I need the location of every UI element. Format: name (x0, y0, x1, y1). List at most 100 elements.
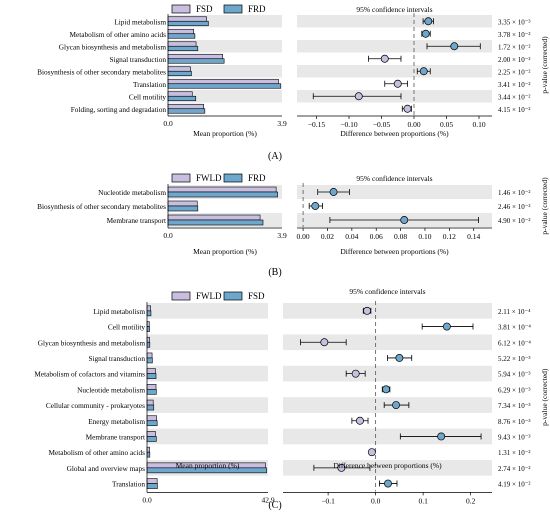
legend-label-frd: FRD (248, 173, 266, 183)
bar-frd (167, 191, 278, 198)
bar-fwld (146, 336, 150, 343)
ci-title: 95% confidence intervals (349, 287, 425, 296)
legend: FWLD FRD (171, 173, 266, 183)
diff-point (337, 463, 346, 472)
row-band-left (147, 428, 268, 445)
bar-fsd (167, 41, 197, 47)
diff-x-tick: −0.10 (340, 120, 358, 129)
category-label: Glycan biosynthesis and metabolism (38, 338, 146, 347)
category-label: Metabolism of other amino acids (49, 448, 146, 457)
bar-fwld (167, 214, 261, 221)
row-band-right (297, 40, 492, 53)
p-value: 3.41 × 10⁻² (498, 81, 531, 89)
row-band-right (283, 428, 492, 445)
legend: FWLD FSD (171, 291, 265, 301)
diff-point (380, 54, 389, 63)
bar-x-tick: 0.0 (163, 231, 173, 240)
diff-point (421, 29, 430, 38)
legend-swatch-fwld (171, 173, 191, 183)
category-label: Lipid metabolism (93, 307, 145, 316)
bar-frd (167, 33, 196, 39)
legend-label-fsd: FSD (196, 4, 213, 14)
bar-frd (167, 58, 225, 64)
bar-fsd (146, 373, 157, 379)
bar-fsd (146, 310, 152, 317)
legend: FSD FRD (171, 4, 266, 14)
bar-x-tick: 0.0 (142, 495, 152, 504)
row-band-left (147, 365, 268, 382)
bar-fsd (167, 103, 204, 110)
bar-frd (167, 45, 199, 52)
p-value: 3.81 × 10⁻⁴ (498, 324, 531, 332)
diff-point (437, 432, 446, 441)
row-band-left (147, 397, 268, 413)
diff-x-tick: 0.2 (466, 496, 476, 505)
bar-fwld (146, 368, 156, 374)
diff-point (424, 17, 433, 26)
category-label: Translation (133, 80, 166, 89)
p-value: 4.19 × 10⁻² (498, 481, 531, 489)
legend-label-fsd: FSD (248, 291, 265, 301)
bar-x-tick: 42.9 (261, 495, 274, 504)
diff-x-tick: 0.06 (370, 232, 383, 241)
diff-x-tick: 0.04 (345, 232, 358, 241)
bar-frd (167, 205, 199, 212)
bar-x-label: Mean proportion (%) (193, 129, 257, 138)
diff-point (363, 306, 372, 315)
p-value: 7.34 × 10⁻³ (498, 402, 531, 410)
diff-point (351, 369, 360, 378)
p-value: 3.44 × 10⁻² (498, 93, 531, 101)
p-value: 3.78 × 10⁻² (498, 31, 531, 39)
bar-fsd (146, 326, 150, 332)
row-band-right (297, 185, 492, 199)
p-value: 8.76 × 10⁻³ (498, 418, 531, 426)
bar-fsd (146, 420, 158, 427)
bar-fsd (146, 357, 153, 364)
bar-fsd (167, 78, 279, 85)
diff-point (419, 67, 428, 76)
category-label: Lipid metabolism (114, 17, 166, 26)
bar-fwld (146, 384, 157, 390)
bar-fsd (167, 16, 207, 22)
diff-x-tick: 0.10 (472, 120, 485, 129)
p-value: 1.72 × 10⁻² (498, 43, 531, 51)
diff-point (356, 416, 364, 425)
legend-swatch-frd (223, 4, 243, 14)
p-value: 5.94 × 10⁻³ (498, 371, 531, 379)
category-label: Nucleotide metabolism (98, 188, 166, 197)
bar-fwld (146, 415, 157, 422)
p-value: 4.90 × 10⁻² (498, 217, 531, 225)
category-label: Cellular community - prokaryotes (46, 401, 145, 410)
diff-x-tick: 0.0 (371, 496, 381, 505)
diff-point (367, 448, 376, 457)
legend-swatch-fwld (171, 291, 191, 301)
bar-x-tick: 3.9 (277, 119, 287, 128)
panel-label: (C) (268, 500, 281, 511)
legend-label-fwld: FWLD (196, 173, 222, 183)
bar-x-label: Mean proportion (%) (193, 247, 257, 256)
row-band-right (283, 365, 492, 382)
bar-fwld (146, 431, 156, 437)
diff-x-label: Difference between proportions (%) (333, 461, 442, 470)
diff-point (442, 322, 451, 331)
bar-fsd (146, 404, 155, 411)
bar-x-tick: 0.0 (163, 119, 173, 128)
diff-point (392, 401, 400, 409)
bar-fwld (146, 352, 153, 359)
row-band-left (168, 65, 282, 78)
diff-x-tick: 0.02 (321, 232, 334, 241)
category-label: Metabolism of cofactors and vitamins (34, 370, 145, 379)
panel-3: FWLD FSD 95% confidence intervals Lipid met… (34, 287, 549, 511)
p-value: 6.12 × 10⁻⁴ (498, 339, 531, 347)
category-label: Translation (112, 480, 145, 489)
p-value: 1.31 × 10⁻² (498, 449, 531, 457)
p-value: 9.43 × 10⁻³ (498, 433, 531, 441)
diff-point (403, 104, 412, 113)
bar-fwld (167, 186, 277, 193)
diff-point (384, 479, 392, 488)
diff-point (320, 338, 329, 347)
p-value: 6.29 × 10⁻³ (498, 386, 531, 394)
bar-fsd (167, 91, 193, 97)
